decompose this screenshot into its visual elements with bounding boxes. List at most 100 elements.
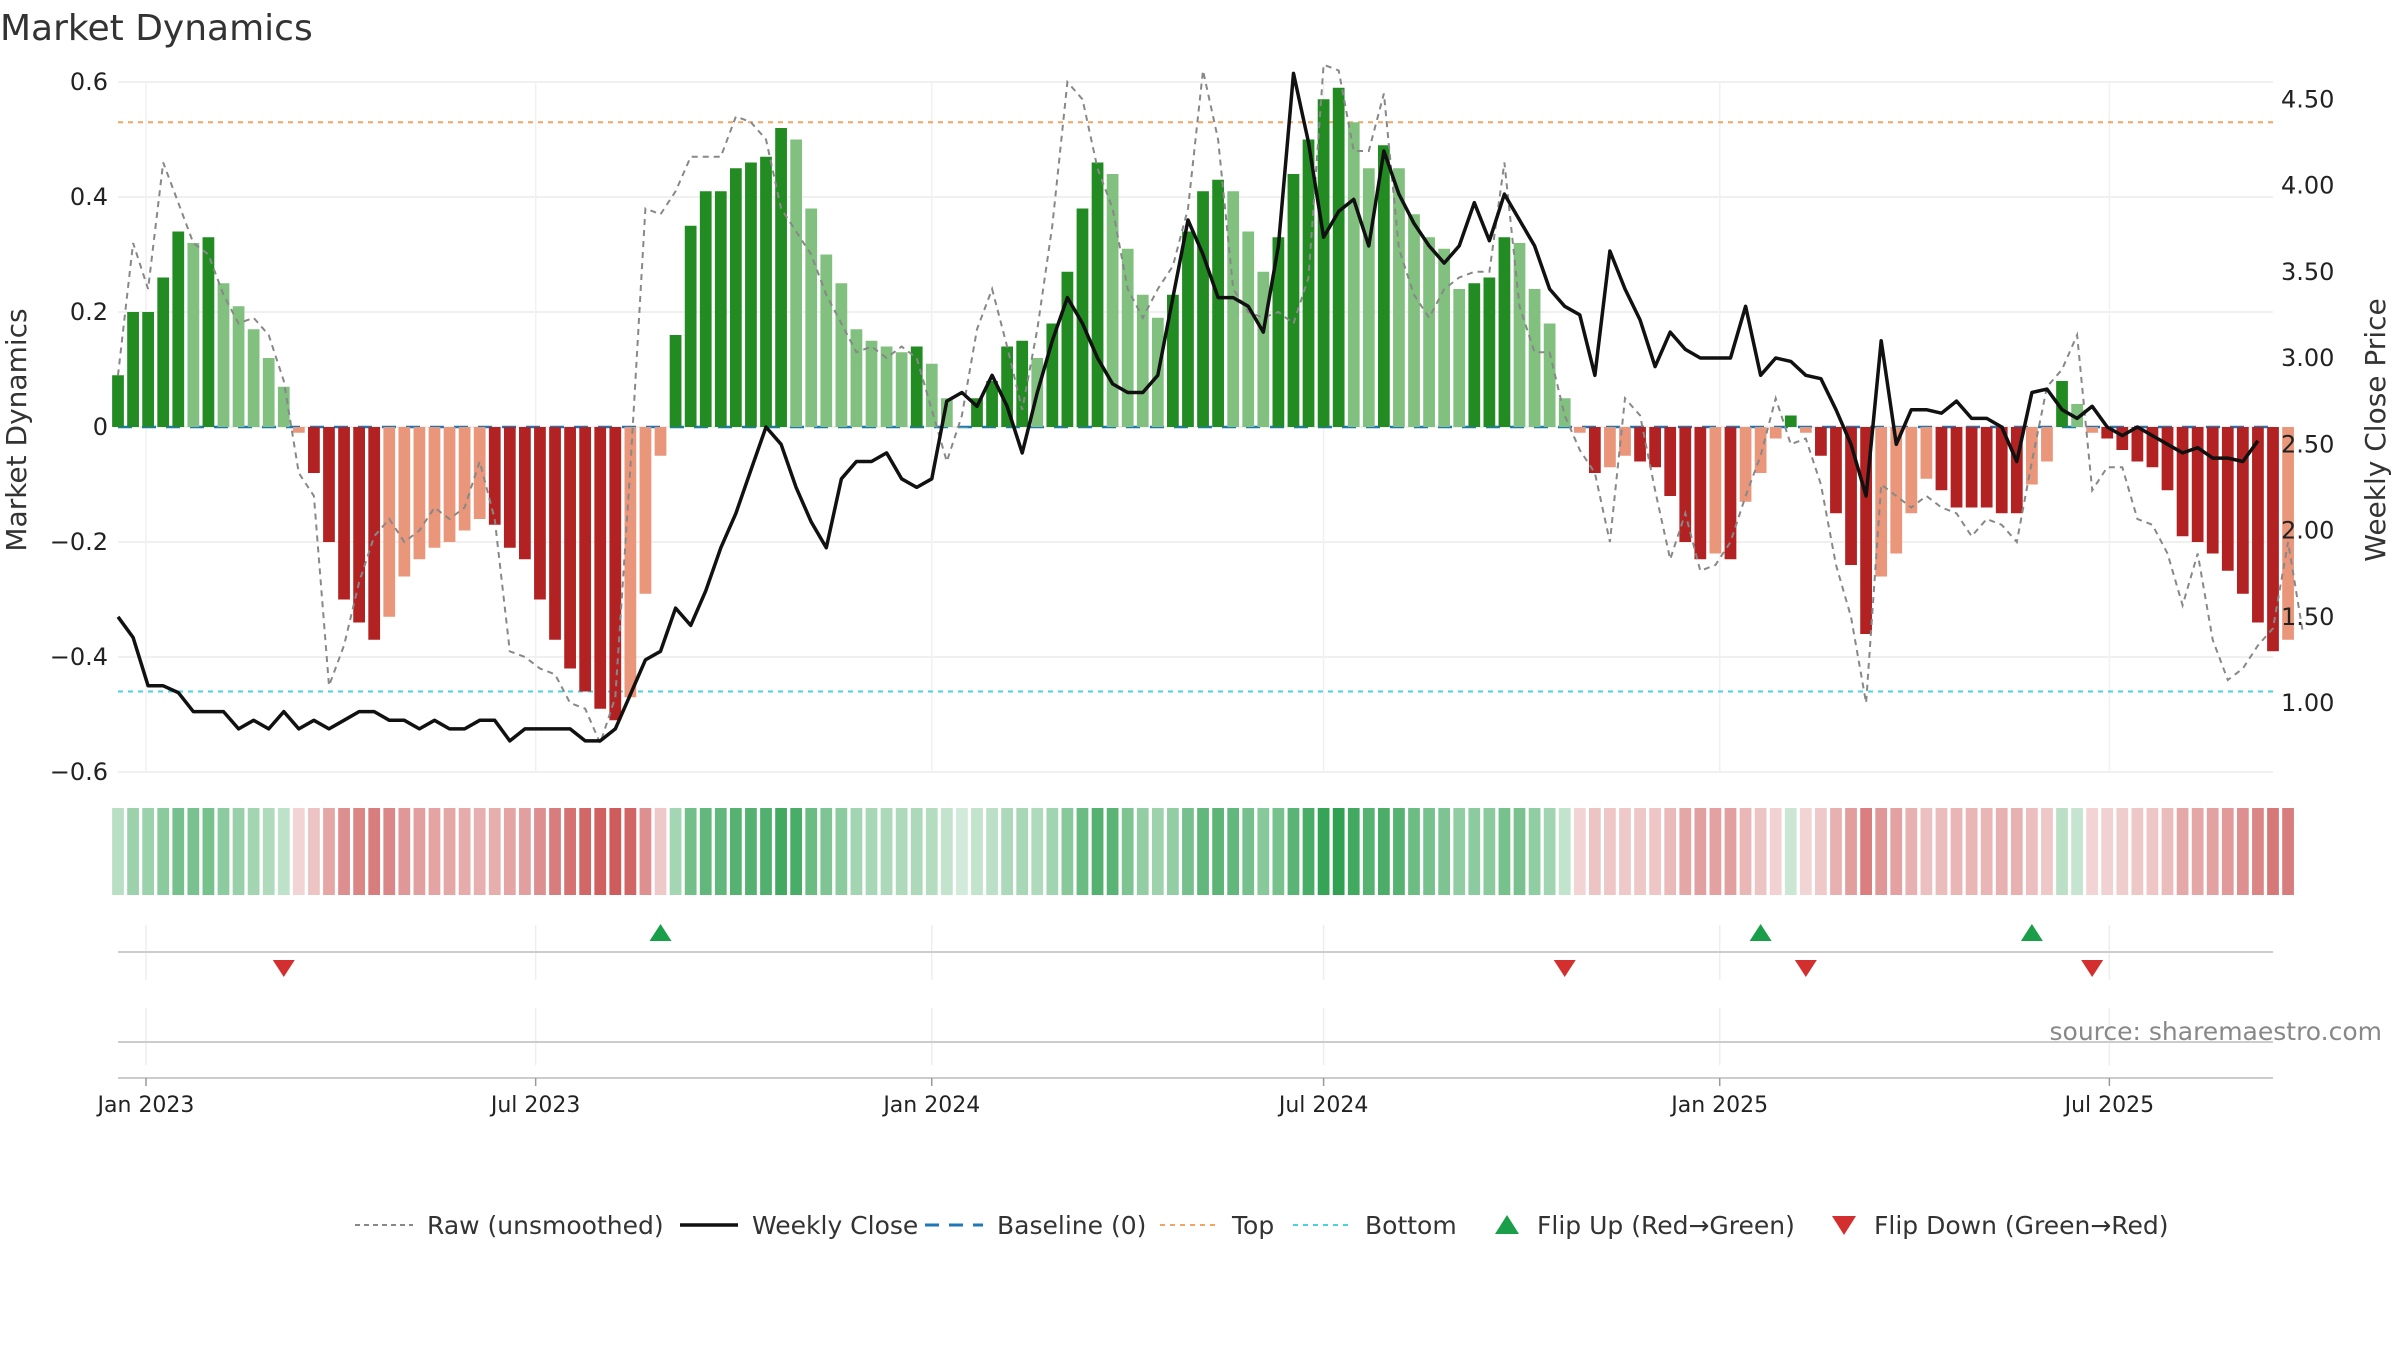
heat-cell (2176, 808, 2189, 895)
heat-cell (247, 808, 260, 895)
heat-cell (654, 808, 667, 895)
heat-cell (579, 808, 592, 895)
bar (1498, 237, 1511, 427)
heat-cell (895, 808, 908, 895)
bar (1634, 427, 1646, 462)
x-tick-label: Jul 2024 (1277, 1093, 1369, 1118)
heat-cell (865, 808, 878, 895)
bar (956, 427, 968, 428)
flip-up-marker (649, 924, 672, 941)
heat-cell (127, 808, 139, 895)
heat-cell (2116, 808, 2129, 895)
source-label: source: sharemaestro.com (2050, 1017, 2383, 1046)
bar (1588, 427, 1601, 473)
bar (2010, 427, 2023, 514)
raw-line (117, 63, 2305, 747)
bar (277, 386, 290, 427)
bar (2206, 427, 2219, 554)
bar (1438, 248, 1451, 427)
heat-cell (413, 808, 426, 895)
heat-cell (2206, 808, 2219, 895)
heat-cell (1995, 808, 2008, 895)
heat-cell (775, 808, 787, 895)
bar (1227, 191, 1240, 427)
heat-cell (1950, 808, 1963, 895)
heat-cell (473, 808, 486, 895)
heat-cell (1468, 808, 1481, 895)
bar (428, 427, 441, 548)
bar (1694, 427, 1707, 560)
bar (2071, 404, 2083, 427)
legend-key-flip-up (1495, 1215, 1519, 1234)
heat-cell (1830, 808, 1842, 895)
heat-cell (714, 808, 727, 895)
bar (2056, 381, 2068, 427)
heat-cell (1121, 808, 1134, 895)
bar (2252, 427, 2264, 623)
bar (2086, 427, 2099, 433)
legend-label: Flip Down (Green→Red) (1874, 1211, 2169, 1240)
heat-cell (519, 808, 531, 895)
y-tick-label: 0.4 (70, 183, 108, 211)
heat-cell (1634, 808, 1646, 895)
heat-cell (1227, 808, 1240, 895)
heat-cell (1845, 808, 1857, 895)
bar (2176, 427, 2189, 537)
heat-cell (2086, 808, 2099, 895)
bar (1815, 427, 1827, 456)
flip-up-marker (2020, 924, 2043, 941)
bar (398, 427, 411, 577)
bar (1558, 398, 1571, 427)
bar (1061, 271, 1074, 427)
flip-markers (272, 924, 2104, 977)
heat-cell (458, 808, 471, 895)
heat-cell (1694, 808, 1707, 895)
y-tick-label: 0.6 (70, 68, 108, 96)
heat-cell (1588, 808, 1601, 895)
heat-cell (1679, 808, 1692, 895)
bar (1091, 162, 1104, 427)
bar (1950, 427, 1963, 508)
heat-cell (383, 808, 396, 895)
heat-cell (1619, 808, 1631, 895)
heat-cell (353, 808, 365, 895)
legend-key-flip-down (1832, 1216, 1856, 1235)
bar (202, 237, 215, 427)
heat-cell (1302, 808, 1315, 895)
bar (1890, 427, 1903, 554)
bar (1754, 427, 1767, 473)
bar (1905, 427, 1918, 514)
heat-cell (1151, 808, 1164, 895)
flip-down-marker (2081, 960, 2104, 977)
bar (1106, 174, 1119, 427)
bar (835, 283, 848, 427)
bar (684, 225, 697, 427)
heat-cell (1875, 808, 1888, 895)
bar (1543, 323, 1556, 427)
heat-cell (1182, 808, 1194, 895)
bar (142, 312, 155, 427)
bar (1136, 294, 1149, 427)
heat-cell (956, 808, 968, 895)
bar (1362, 168, 1375, 427)
heat-cell (2267, 808, 2279, 895)
y2-tick-label: 3.50 (2281, 258, 2334, 286)
heat-cell (1362, 808, 1375, 895)
bar (880, 346, 893, 427)
heat-cell (112, 808, 124, 895)
bar (549, 427, 561, 640)
bar (790, 139, 803, 427)
heat-cell (1649, 808, 1662, 895)
x-axis-ticks: Jan 2023 Jul 2023 Jan 2024 Jul 2024 Jan 2025… (96, 1078, 2155, 1118)
heat-cell (2191, 808, 2204, 895)
heat-cell (1136, 808, 1149, 895)
heat-cell (2282, 808, 2294, 895)
bar (1332, 87, 1345, 427)
x-tick-label: Jul 2025 (2063, 1093, 2155, 1118)
bar (1739, 427, 1752, 502)
heat-cell (398, 808, 411, 895)
legend-label: Flip Up (Red→Green) (1537, 1211, 1795, 1240)
legend: Raw (unsmoothed) Weekly Close Baseline (0)… (355, 1211, 2169, 1240)
bar (2101, 427, 2114, 439)
x-tick-label: Jan 2025 (1669, 1093, 1768, 1118)
